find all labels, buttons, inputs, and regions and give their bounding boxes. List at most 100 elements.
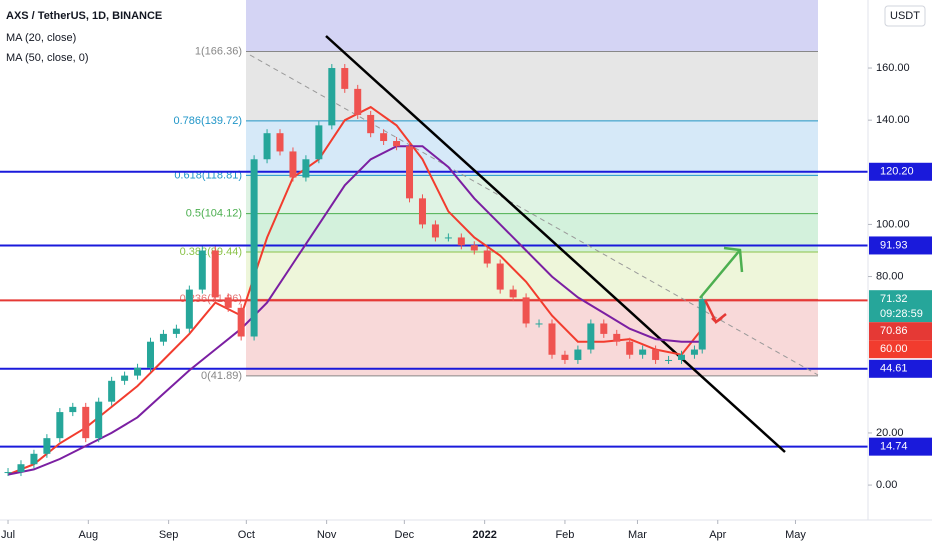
fib-zone	[246, 120, 818, 176]
candle	[626, 341, 634, 355]
y-tick-label: 20.00	[876, 427, 904, 439]
price-label	[869, 322, 932, 341]
fib-label: 0.5(104.12)	[186, 208, 242, 220]
candle	[341, 68, 349, 89]
currency-badge[interactable]	[884, 5, 926, 27]
fib-label: 0.382(89.44)	[180, 246, 242, 258]
countdown: 09:28:59	[880, 308, 923, 320]
candle	[315, 125, 323, 160]
candle	[224, 297, 232, 308]
candle	[43, 438, 51, 454]
candle	[444, 237, 452, 239]
price-label-text: 60.00	[880, 343, 908, 355]
y-tick-label: 140.00	[876, 114, 910, 126]
price-label	[869, 359, 932, 378]
price-label	[869, 340, 932, 359]
candle	[678, 354, 686, 360]
price-label	[869, 162, 932, 181]
candle	[56, 412, 64, 439]
fib-label: 0.786(139.72)	[174, 115, 243, 127]
x-tick-label: Mar	[628, 529, 647, 541]
candle	[276, 133, 284, 152]
candle	[509, 289, 517, 298]
x-tick-label: Aug	[79, 529, 99, 541]
price-label-text: 70.86	[880, 325, 908, 337]
up-arrow	[699, 246, 744, 299]
trend-line	[325, 35, 786, 453]
candle	[30, 453, 38, 465]
price-label	[869, 437, 932, 456]
candle	[380, 133, 388, 142]
candle	[574, 349, 582, 360]
candle	[561, 354, 569, 360]
candle	[587, 323, 595, 350]
candle	[95, 401, 103, 439]
fib-zone	[246, 0, 818, 52]
price-label	[869, 236, 932, 255]
price-label-text: 44.61	[880, 363, 908, 375]
candle	[17, 464, 25, 473]
candle	[289, 151, 297, 178]
chart-title: AXS / TetherUS, 1D, BINANCE	[6, 10, 162, 22]
candle	[600, 323, 608, 334]
x-tick-label: Dec	[395, 529, 415, 541]
fib-label: 1(166.36)	[195, 45, 242, 57]
x-tick-label: Sep	[159, 529, 179, 541]
candle	[237, 307, 245, 337]
price-label-text: 91.93	[880, 239, 908, 251]
fib-label: 0(41.89)	[201, 370, 242, 382]
candle	[535, 323, 543, 325]
candle	[418, 198, 426, 225]
price-label-text: 14.74	[880, 441, 908, 453]
candle	[250, 159, 258, 337]
down-arrow	[703, 299, 727, 324]
x-tick-label: Nov	[317, 529, 337, 541]
candle	[406, 146, 414, 199]
candle	[82, 406, 90, 439]
price-label	[869, 290, 932, 323]
fib-zone	[246, 251, 818, 300]
candle	[613, 333, 621, 342]
indicator-label: MA (20, close)	[6, 32, 76, 44]
x-tick-label: Feb	[555, 529, 574, 541]
candle	[393, 141, 401, 147]
candle	[665, 359, 673, 361]
y-tick-label: 0.00	[876, 479, 897, 491]
y-tick-label: 100.00	[876, 218, 910, 230]
candle	[4, 472, 12, 474]
candle	[548, 323, 556, 355]
candle	[121, 375, 129, 381]
candle	[470, 245, 478, 251]
candle	[496, 263, 504, 290]
candle	[431, 224, 439, 238]
ma-line	[7, 145, 703, 476]
candle	[639, 349, 647, 355]
fib-zone	[246, 175, 818, 214]
candle	[328, 68, 336, 126]
candle	[69, 406, 77, 413]
price-label-text: 120.20	[880, 166, 914, 178]
candle	[108, 380, 116, 402]
candle	[172, 328, 180, 334]
candle	[522, 297, 530, 324]
candle	[457, 237, 465, 246]
x-tick-label: Oct	[238, 529, 255, 541]
candle	[263, 133, 271, 160]
x-tick-label: May	[785, 529, 806, 541]
candle	[698, 299, 706, 350]
candle	[302, 159, 310, 178]
candle	[134, 367, 142, 376]
x-tick-label: 2022	[472, 529, 496, 541]
dashed-trend	[249, 54, 819, 376]
y-tick-label: 160.00	[876, 62, 910, 74]
currency[interactable]: USDT	[890, 10, 920, 22]
price-label-text: 71.32	[880, 293, 908, 305]
candle	[690, 349, 698, 355]
candle	[146, 341, 154, 368]
candle	[483, 250, 491, 264]
candle	[367, 114, 375, 134]
fib-zone	[246, 299, 818, 376]
x-tick-label: Apr	[709, 529, 726, 541]
plot-area: 1(166.36)0.786(139.72)0.618(118.81)0.5(1…	[0, 0, 868, 477]
